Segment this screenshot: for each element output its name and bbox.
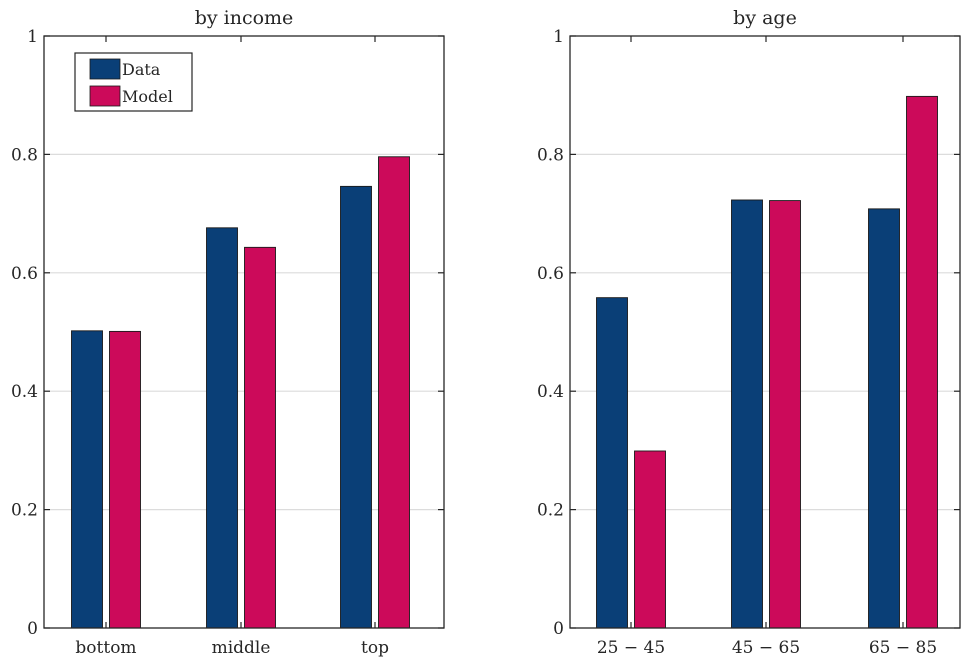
x-tick-label: middle — [212, 638, 271, 658]
y-tick-label: 0.4 — [537, 382, 564, 402]
legend-label-model: Model — [122, 87, 173, 106]
plot-frame — [43, 35, 445, 629]
y-tick-label: 0.2 — [537, 501, 564, 521]
bar-model — [906, 95, 938, 629]
y-tick-label: 0 — [553, 619, 564, 639]
y-tick-label: 1 — [553, 27, 564, 47]
chart-panel-by-age: 0 0.2 0.4 0.6 0.8 1 25 − 45 45 − 65 65 − 85 by a… — [537, 7, 961, 658]
legend-label-data: Data — [122, 60, 161, 79]
legend-swatch-model — [89, 85, 121, 107]
bar-data — [206, 227, 238, 629]
y-tick-label: 0.6 — [11, 264, 38, 284]
legend: Data Model — [74, 52, 193, 112]
y-tick-label: 0 — [27, 619, 38, 639]
y-tick-label: 0.4 — [11, 382, 38, 402]
plot-frame — [569, 35, 961, 629]
x-tick-label: top — [361, 638, 389, 658]
y-tick-label: 0.8 — [537, 145, 564, 165]
bar-model — [769, 200, 801, 629]
x-tick-label: 65 − 85 — [869, 638, 937, 658]
bar-model — [109, 330, 141, 629]
y-tick-label: 0.6 — [537, 264, 564, 284]
bar-data — [731, 199, 763, 629]
chart-title: by income — [195, 7, 294, 29]
y-tick-label: 0.8 — [11, 145, 38, 165]
bar-data — [71, 330, 103, 629]
y-tick-label: 1 — [27, 27, 38, 47]
x-tick-label: 25 − 45 — [597, 638, 665, 658]
chart-title: by age — [733, 7, 797, 29]
bar-model — [378, 156, 410, 629]
x-tick-label: 45 − 65 — [732, 638, 800, 658]
bar-data — [340, 185, 372, 629]
x-tick-label: bottom — [75, 638, 136, 658]
legend-swatch-data — [89, 58, 121, 80]
bar-model — [634, 450, 666, 629]
y-tick-label: 0.2 — [11, 501, 38, 521]
bar-data — [868, 208, 900, 629]
bar-model — [244, 246, 276, 629]
bar-data — [596, 297, 628, 629]
